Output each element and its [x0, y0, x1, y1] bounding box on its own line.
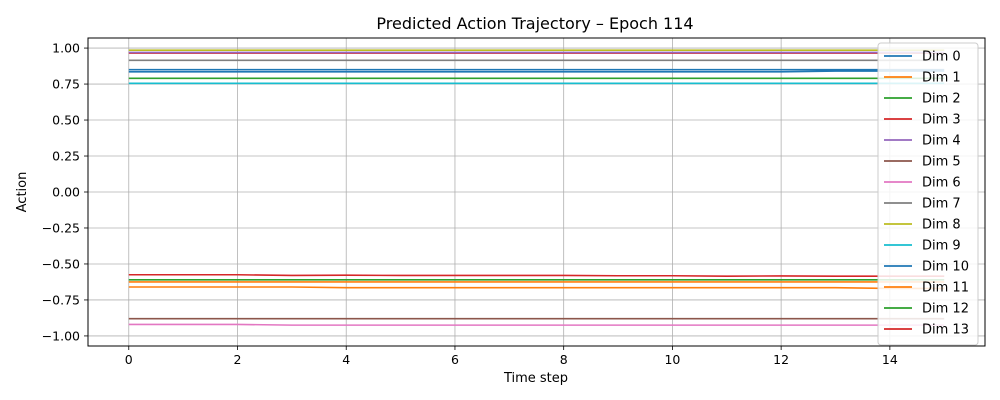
series-line-dim-6: [128, 323, 945, 326]
x-axis-ticks: 0 2 4 6 8 10 12 14: [125, 346, 898, 367]
y-tick-label: −1.00: [42, 328, 80, 343]
y-tick-label: 1.00: [52, 41, 80, 56]
y-tick-label: 0.50: [52, 113, 80, 128]
x-tick-label: 4: [342, 352, 350, 367]
legend: Dim 0 Dim 1 Dim 2 Dim 3 Dim 4 Dim 5 Dim 6 Dim 7…: [877, 42, 979, 346]
x-tick-label: 8: [560, 352, 568, 367]
legend-box: [877, 42, 979, 346]
legend-label: Dim 5: [922, 155, 961, 170]
x-tick-label: 0: [125, 352, 133, 367]
legend-label: Dim 1: [922, 71, 961, 86]
x-tick-label: 10: [664, 352, 680, 367]
y-axis-label: Action: [15, 172, 30, 213]
x-tick-label: 2: [234, 352, 242, 367]
legend-label: Dim 8: [922, 218, 961, 233]
y-tick-label: 0.25: [52, 149, 80, 164]
y-tick-label: 0.00: [52, 185, 80, 200]
x-tick-label: 6: [451, 352, 459, 367]
series-line-dim-13: [128, 273, 945, 278]
legend-label: Dim 9: [922, 239, 961, 254]
legend-label: Dim 10: [922, 260, 969, 275]
y-tick-label: −0.75: [42, 292, 80, 307]
legend-label: Dim 2: [922, 92, 961, 107]
chart-title: Predicted Action Trajectory – Epoch 114: [376, 14, 693, 33]
x-tick-label: 12: [773, 352, 789, 367]
y-tick-label: −0.50: [42, 256, 80, 271]
legend-label: Dim 4: [922, 134, 961, 149]
series-lines: [128, 49, 945, 326]
legend-label: Dim 0: [922, 50, 961, 65]
grid-lines: [88, 38, 985, 346]
y-axis-ticks: −1.00 −0.75 −0.50 −0.25 0.00 0.25 0.50 0.75 1.00: [42, 41, 88, 343]
legend-label: Dim 11: [922, 281, 969, 296]
series-line-dim-1: [128, 286, 945, 290]
series-line-dim-10: [128, 70, 945, 73]
x-tick-label: 14: [882, 352, 898, 367]
legend-label: Dim 6: [922, 176, 961, 191]
y-tick-label: 0.75: [52, 77, 80, 92]
legend-label: Dim 7: [922, 197, 961, 212]
legend-label: Dim 12: [922, 302, 969, 317]
x-axis-label: Time step: [503, 371, 568, 386]
legend-label: Dim 3: [922, 113, 961, 128]
legend-label: Dim 13: [922, 323, 969, 338]
y-tick-label: −0.25: [42, 220, 80, 235]
